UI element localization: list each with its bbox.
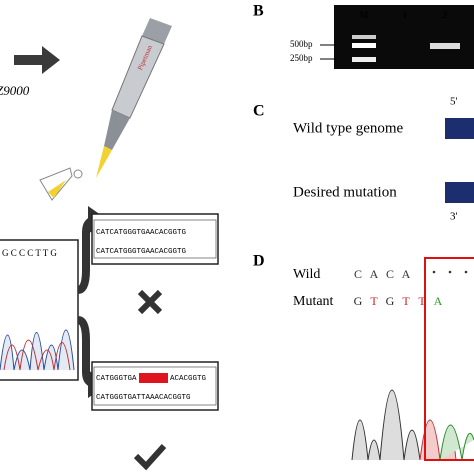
base: T [370, 294, 378, 308]
label-z: Z9000 [0, 83, 30, 98]
chromatogram-trace [3, 339, 71, 371]
dot [448, 270, 452, 274]
base: C [354, 267, 362, 281]
base: C [386, 267, 394, 281]
genome-bar [445, 118, 474, 139]
genome-bar [445, 182, 474, 203]
pipette-tip [96, 146, 112, 178]
sequence: CATGGGTGATTAAACACGGTG [96, 394, 191, 402]
gel-band [352, 43, 376, 48]
base: A [434, 294, 443, 308]
strand-end: 5' [450, 96, 458, 108]
trace-peak [351, 389, 421, 461]
tube [39, 167, 83, 201]
lane-labels: M 1 2 [360, 10, 448, 20]
sequence-box [91, 213, 219, 265]
strand-end: 3' [450, 211, 458, 223]
pipette-body [111, 35, 165, 119]
gel-band [352, 35, 376, 39]
row-label: Wild type genome [293, 120, 404, 136]
pipette-plunger [142, 18, 172, 44]
arrow [14, 46, 60, 74]
highlight-box [424, 257, 474, 461]
panel-label: C [253, 103, 265, 120]
base: A [402, 267, 411, 281]
sequence: CATCATGGGTGAACACGGTG [96, 248, 187, 256]
sequence: ACACGGTG [170, 375, 207, 383]
sequence-box [91, 361, 219, 411]
base: T [418, 294, 426, 308]
dot [464, 270, 468, 274]
trace-peak [439, 424, 474, 461]
panel-label: B [253, 3, 264, 20]
chromatogram-seq: G C C C T T G [2, 248, 57, 258]
base: A [370, 267, 379, 281]
sequences: C A C AG T G T T A [354, 267, 443, 308]
deletion-box [139, 373, 168, 383]
row-label: Wild [293, 267, 320, 282]
base: G [354, 294, 363, 308]
marker-label: 250bp [290, 53, 313, 63]
lane-label: 1 [403, 10, 408, 20]
tube-liquid [48, 180, 66, 198]
base: G [386, 294, 395, 308]
row-label: Mutant [293, 294, 334, 309]
tube-cap [73, 169, 83, 179]
marker-label: 500bp [290, 39, 313, 49]
wild-dots [432, 270, 468, 274]
base: T [402, 294, 410, 308]
sequence-box-inner [93, 219, 217, 259]
sequence: CATCATGGGTGAACACGGTG [96, 229, 187, 237]
sequence: CATGGGTGA [96, 375, 137, 383]
lane-label: M [360, 10, 369, 20]
row-label: Desired mutation [293, 184, 397, 200]
gel-band [352, 57, 376, 62]
tube-body [39, 167, 73, 201]
cross-mark [137, 289, 163, 315]
lane-label: 2 [443, 10, 448, 20]
sequence-box-inner [93, 366, 217, 406]
panel-label: D [253, 253, 265, 270]
check-mark [133, 443, 167, 471]
pipette: Pipetman [96, 18, 172, 178]
pipette-shaft [104, 110, 130, 150]
gel-band [430, 43, 460, 49]
dot [432, 270, 436, 274]
